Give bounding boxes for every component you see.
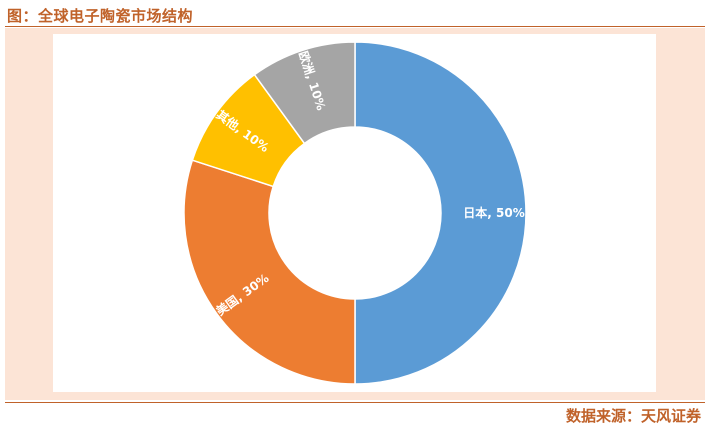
slice-1 — [183, 159, 356, 385]
chart-panel: 日本, 50% 美国, 30% 其他, 10% 欧洲, 10% — [5, 28, 705, 400]
donut-chart: 日本, 50%美国, 30%其他, 10%欧洲, 10% — [183, 41, 527, 385]
chart-title: 图：全球电子陶瓷市场结构 — [7, 7, 194, 25]
slice-3 — [253, 41, 356, 145]
plot-area: 日本, 50% 美国, 30% 其他, 10% 欧洲, 10% — [53, 34, 656, 392]
source-note: 数据来源：天风证券 — [565, 407, 701, 425]
title-bar: 图：全球电子陶瓷市场结构 — [5, 2, 705, 27]
slice-label-0: 日本, 50% — [463, 205, 524, 220]
bottom-rule — [5, 402, 705, 403]
slice-0 — [354, 41, 527, 385]
